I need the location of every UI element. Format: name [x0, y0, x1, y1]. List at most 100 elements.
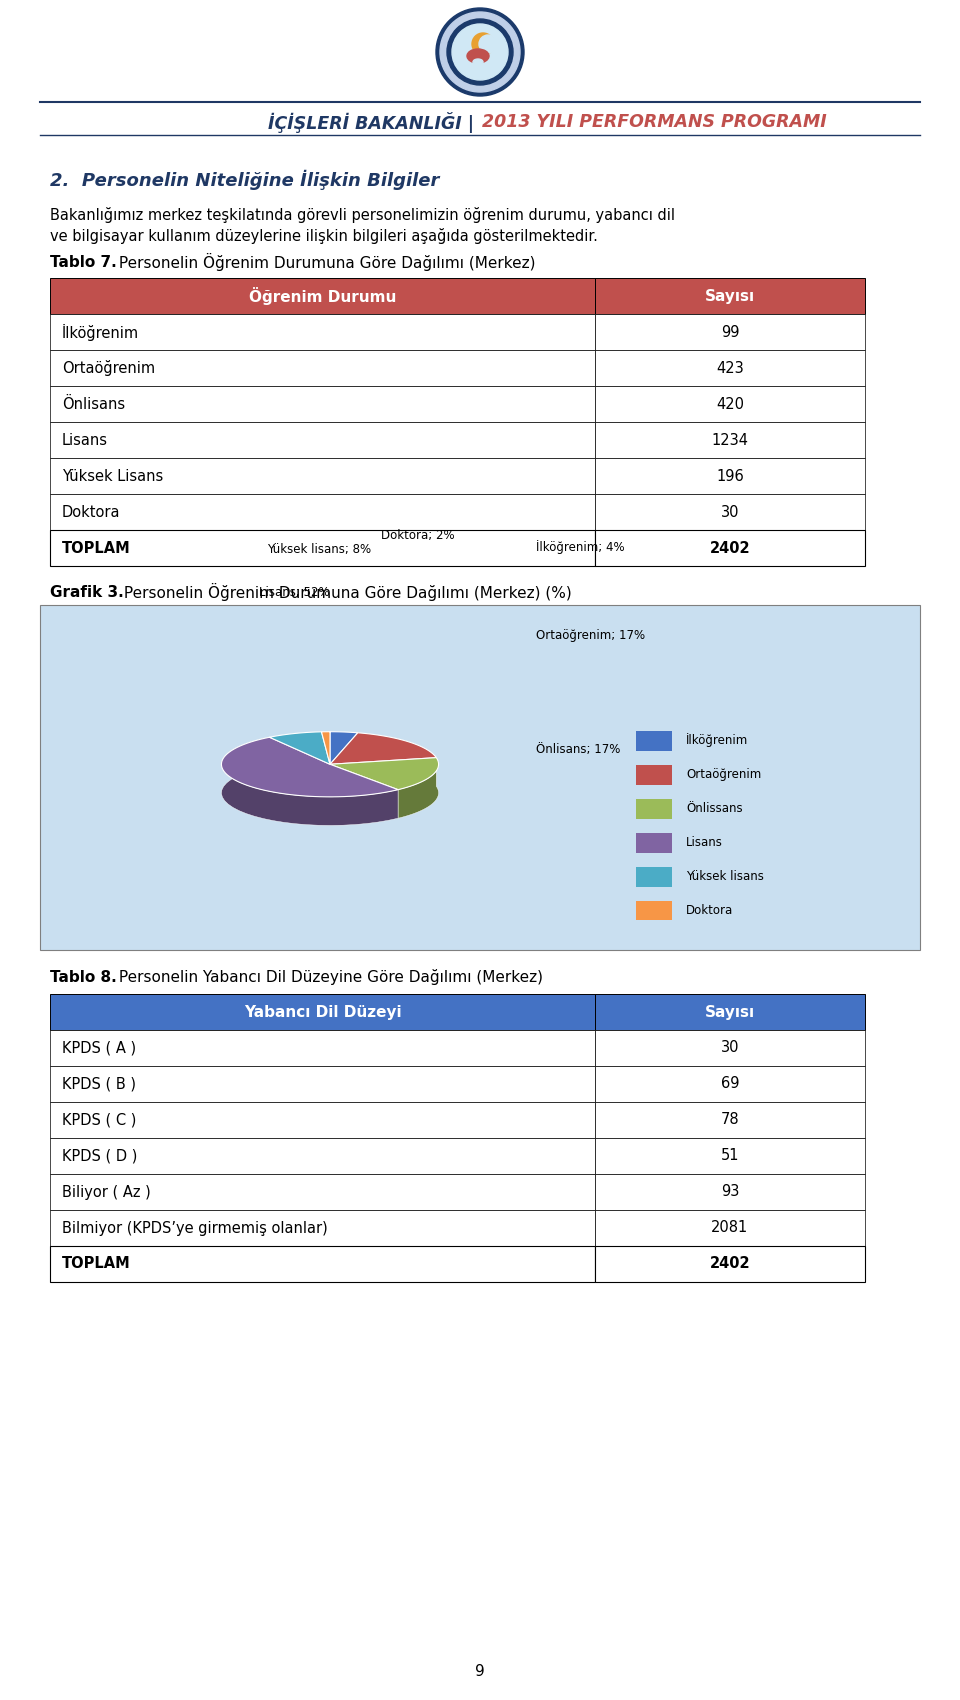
- FancyBboxPatch shape: [595, 1030, 865, 1066]
- Text: 30: 30: [721, 505, 739, 520]
- FancyBboxPatch shape: [50, 350, 595, 386]
- Text: 78: 78: [721, 1112, 739, 1127]
- Text: TOPLAM: TOPLAM: [62, 541, 131, 556]
- FancyBboxPatch shape: [636, 833, 672, 853]
- Text: 423: 423: [716, 360, 744, 376]
- Text: İÇİŞLERİ BAKANLIĞI |: İÇİŞLERİ BAKANLIĞI |: [268, 112, 480, 133]
- FancyBboxPatch shape: [50, 1175, 595, 1210]
- Text: Personelin Yabancı Dil Düzeyine Göre Dağılımı (Merkez): Personelin Yabancı Dil Düzeyine Göre Dağ…: [114, 969, 543, 984]
- Text: KPDS ( D ): KPDS ( D ): [62, 1149, 137, 1163]
- FancyBboxPatch shape: [50, 530, 595, 566]
- Circle shape: [436, 8, 524, 95]
- FancyBboxPatch shape: [595, 1210, 865, 1246]
- FancyBboxPatch shape: [595, 314, 865, 350]
- Circle shape: [452, 24, 508, 80]
- FancyBboxPatch shape: [595, 994, 865, 1030]
- FancyBboxPatch shape: [50, 1246, 595, 1282]
- FancyBboxPatch shape: [636, 731, 672, 751]
- Polygon shape: [322, 731, 330, 765]
- Text: Grafik 3.: Grafik 3.: [50, 585, 124, 600]
- Text: Tablo 8.: Tablo 8.: [50, 969, 117, 984]
- FancyBboxPatch shape: [595, 495, 865, 530]
- Polygon shape: [330, 733, 436, 765]
- Text: Yüksek lisans: Yüksek lisans: [686, 869, 764, 882]
- FancyBboxPatch shape: [595, 457, 865, 495]
- FancyBboxPatch shape: [50, 1030, 595, 1066]
- FancyBboxPatch shape: [595, 279, 865, 314]
- Text: Önlisans: Önlisans: [62, 396, 125, 411]
- Text: Yüksek lisans; 8%: Yüksek lisans; 8%: [267, 544, 372, 556]
- Text: 1234: 1234: [711, 432, 749, 447]
- FancyBboxPatch shape: [50, 1102, 595, 1137]
- FancyBboxPatch shape: [636, 901, 672, 921]
- Text: İlköğrenim: İlköğrenim: [686, 733, 748, 746]
- Circle shape: [472, 32, 494, 54]
- Text: Lisans: Lisans: [686, 835, 723, 848]
- Text: 196: 196: [716, 469, 744, 483]
- Text: Yüksek Lisans: Yüksek Lisans: [62, 469, 163, 483]
- FancyBboxPatch shape: [636, 867, 672, 887]
- Text: KPDS ( A ): KPDS ( A ): [62, 1040, 136, 1056]
- Text: 99: 99: [721, 325, 739, 340]
- Text: 51: 51: [721, 1149, 739, 1163]
- FancyBboxPatch shape: [636, 765, 672, 785]
- Text: Tablo 7.: Tablo 7.: [50, 255, 117, 270]
- FancyBboxPatch shape: [595, 1102, 865, 1137]
- FancyBboxPatch shape: [50, 1137, 595, 1175]
- Text: 2.  Personelin Niteliğine İlişkin Bilgiler: 2. Personelin Niteliğine İlişkin Bilgile…: [50, 170, 440, 190]
- FancyBboxPatch shape: [595, 350, 865, 386]
- Text: 9: 9: [475, 1664, 485, 1680]
- FancyBboxPatch shape: [50, 1210, 595, 1246]
- Text: Önlisans; 17%: Önlisans; 17%: [536, 743, 620, 756]
- Circle shape: [479, 36, 497, 53]
- FancyBboxPatch shape: [50, 457, 595, 495]
- Text: Lisans; 52%: Lisans; 52%: [258, 586, 329, 600]
- FancyBboxPatch shape: [50, 1066, 595, 1102]
- FancyBboxPatch shape: [595, 1246, 865, 1282]
- FancyBboxPatch shape: [50, 422, 595, 457]
- FancyBboxPatch shape: [50, 314, 595, 350]
- Text: Ortaöğrenim: Ortaöğrenim: [686, 767, 761, 780]
- Text: Doktora: Doktora: [686, 903, 733, 916]
- Text: 420: 420: [716, 396, 744, 411]
- Text: Öğrenim Durumu: Öğrenim Durumu: [249, 287, 396, 304]
- Text: 2402: 2402: [709, 1256, 751, 1272]
- Circle shape: [447, 19, 513, 85]
- Text: 2402: 2402: [709, 541, 751, 556]
- Polygon shape: [398, 758, 439, 818]
- FancyBboxPatch shape: [40, 605, 920, 950]
- Text: 69: 69: [721, 1076, 739, 1091]
- Circle shape: [440, 12, 520, 92]
- Text: Personelin Öğrenim Durumuna Göre Dağılımı (Merkez): Personelin Öğrenim Durumuna Göre Dağılım…: [114, 253, 536, 270]
- Text: Ortaöğrenim: Ortaöğrenim: [62, 360, 156, 376]
- Text: TOPLAM: TOPLAM: [62, 1256, 131, 1272]
- Polygon shape: [330, 731, 358, 765]
- FancyBboxPatch shape: [636, 799, 672, 819]
- Text: Yabancı Dil Düzeyi: Yabancı Dil Düzeyi: [244, 1005, 401, 1020]
- Text: Bakanlığımız merkez teşkilatında görevli personelimizin öğrenim durumu, yabancı : Bakanlığımız merkez teşkilatında görevli…: [50, 207, 675, 223]
- FancyBboxPatch shape: [50, 994, 595, 1030]
- FancyBboxPatch shape: [595, 530, 865, 566]
- Text: 2013 YILI PERFORMANS PROGRAMI: 2013 YILI PERFORMANS PROGRAMI: [482, 112, 827, 131]
- Text: 2081: 2081: [711, 1221, 749, 1236]
- FancyBboxPatch shape: [50, 386, 595, 422]
- Text: Önlissans: Önlissans: [686, 801, 743, 814]
- FancyBboxPatch shape: [595, 1175, 865, 1210]
- Text: Bilmiyor (KPDS’ye girmemiş olanlar): Bilmiyor (KPDS’ye girmemiş olanlar): [62, 1221, 327, 1236]
- Text: Lisans: Lisans: [62, 432, 108, 447]
- Text: Doktora; 2%: Doktora; 2%: [381, 529, 455, 542]
- Polygon shape: [222, 738, 398, 826]
- FancyBboxPatch shape: [595, 422, 865, 457]
- Text: İlköğrenim: İlköğrenim: [62, 323, 139, 340]
- Polygon shape: [222, 738, 398, 797]
- Text: KPDS ( C ): KPDS ( C ): [62, 1112, 136, 1127]
- Text: Ortaöğrenim; 17%: Ortaöğrenim; 17%: [536, 629, 645, 643]
- Text: Sayısı: Sayısı: [705, 289, 756, 304]
- Text: Biliyor ( Az ): Biliyor ( Az ): [62, 1185, 151, 1200]
- FancyBboxPatch shape: [50, 279, 595, 314]
- Text: 93: 93: [721, 1185, 739, 1200]
- Polygon shape: [330, 758, 439, 791]
- FancyBboxPatch shape: [595, 1137, 865, 1175]
- Ellipse shape: [467, 49, 489, 63]
- Text: KPDS ( B ): KPDS ( B ): [62, 1076, 136, 1091]
